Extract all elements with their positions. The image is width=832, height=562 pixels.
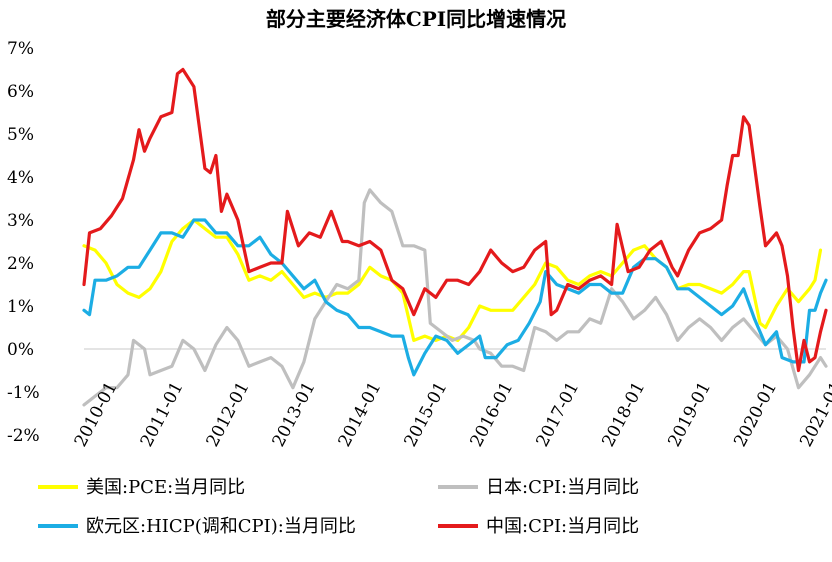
y-tick-label: 2% <box>7 254 34 274</box>
x-tick-label: 2013-01 <box>269 379 320 451</box>
x-tick-label: 2018-01 <box>598 379 649 451</box>
x-tick-label: 2010-01 <box>71 379 122 451</box>
y-tick-label: 1% <box>7 297 34 317</box>
x-tick-label: 2011-01 <box>137 379 188 451</box>
x-tick-label: 2012-01 <box>203 379 254 451</box>
y-axis: -2% -1% 0% 1% 2% 3% 4% 5% 6% 7% <box>7 39 40 446</box>
x-axis: 2010-01 2011-01 2012-01 2013-01 2014-01 2015-… <box>71 379 832 451</box>
x-tick-label: 2016-01 <box>466 379 517 451</box>
legend-label: 欧元区:HICP(调和CPI):当月同比 <box>86 516 356 537</box>
chart-title: 部分主要经济体CPI同比增速情况 <box>266 7 566 31</box>
y-tick-label: 4% <box>7 168 34 188</box>
legend-label: 日本:CPI:当月同比 <box>486 477 639 498</box>
series-line <box>82 218 823 342</box>
y-tick-label: -2% <box>7 426 40 446</box>
y-tick-label: 3% <box>7 211 34 231</box>
x-tick-label: 2015-01 <box>401 379 452 451</box>
legend-label: 中国:CPI:当月同比 <box>486 516 639 537</box>
y-tick-label: -1% <box>7 383 40 403</box>
x-tick-label: 2014-01 <box>335 379 386 451</box>
x-tick-label: 2017-01 <box>532 379 583 451</box>
x-tick-label: 2020-01 <box>730 379 781 451</box>
x-tick-label: 2021-01 <box>796 379 832 451</box>
x-tick-label: 2019-01 <box>664 379 715 451</box>
series-lines <box>82 67 828 407</box>
series-line <box>82 218 828 377</box>
y-tick-label: 5% <box>7 125 34 145</box>
y-tick-label: 6% <box>7 82 34 102</box>
y-tick-label: 0% <box>7 340 34 360</box>
series-line <box>82 67 828 373</box>
legend: 美国:PCE:当月同比 日本:CPI:当月同比欧元区:HICP(调和CPI):当月… <box>38 477 639 537</box>
y-tick-label: 7% <box>7 39 34 59</box>
series-line <box>82 188 828 407</box>
legend-label: 美国:PCE:当月同比 <box>86 477 245 498</box>
